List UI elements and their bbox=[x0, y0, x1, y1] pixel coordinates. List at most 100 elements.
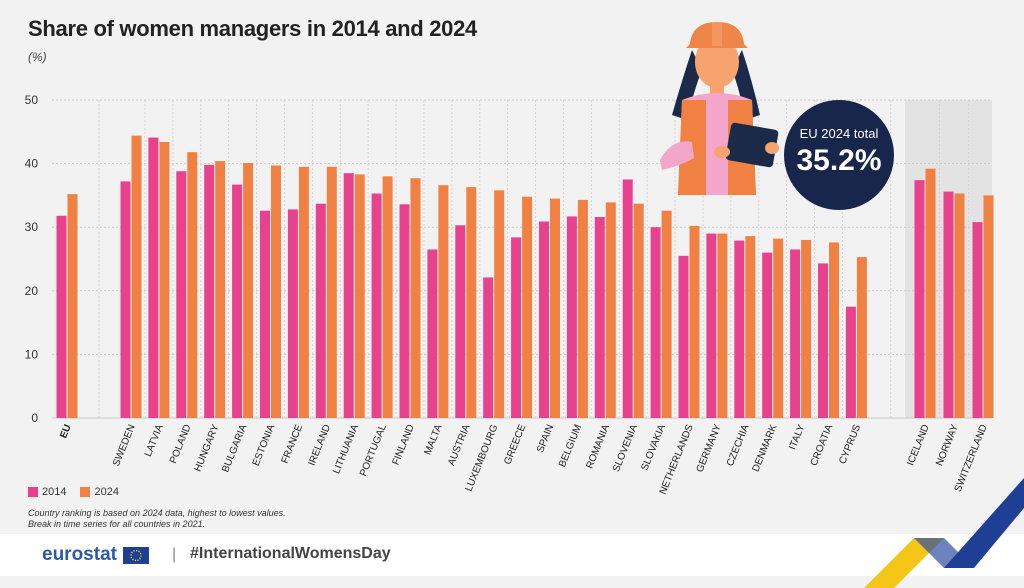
bar-2014-sweden bbox=[120, 181, 131, 418]
eu-flag-icon bbox=[122, 546, 149, 564]
x-tick-label: ESTONIA bbox=[251, 423, 278, 468]
bar-2014-latvia bbox=[148, 137, 159, 419]
bar-2014-slovakia bbox=[650, 227, 661, 418]
legend-swatch-2024 bbox=[80, 487, 91, 497]
x-tick-label: AUSTRIA bbox=[446, 423, 473, 468]
y-tick-label: 40 bbox=[25, 157, 39, 171]
unit-label: (%) bbox=[28, 50, 47, 64]
x-tick-label: SLOVENIA bbox=[611, 423, 640, 474]
bar-2014-ireland bbox=[315, 203, 326, 418]
legend-swatch-2014 bbox=[28, 487, 38, 497]
logo-text: eurostat bbox=[42, 544, 117, 565]
bar-2024-portugal bbox=[382, 176, 393, 418]
legend-item-2014: 2014 bbox=[28, 486, 66, 498]
bar-2014-france bbox=[287, 209, 298, 418]
x-tick-label: POLAND bbox=[168, 423, 194, 465]
bar-2014-cyprus bbox=[845, 306, 856, 418]
badge-label: EU 2024 total bbox=[799, 126, 879, 141]
legend-label-2014: 2014 bbox=[42, 486, 67, 498]
bar-2014-denmark bbox=[762, 252, 773, 418]
x-tick-label: LATVIA bbox=[143, 423, 166, 459]
bar-2014-italy bbox=[790, 249, 801, 418]
legend-item-2024: 2024 bbox=[80, 486, 119, 498]
x-tick-label: CROATIA bbox=[809, 423, 836, 468]
bar-2024-belgium bbox=[577, 199, 588, 418]
bar-2024-hungary bbox=[215, 161, 226, 418]
badge-value: 35.2% bbox=[796, 144, 882, 177]
bar-2024-france bbox=[298, 166, 309, 418]
bar-2014-bulgaria bbox=[232, 184, 243, 418]
x-tick-label: HUNGARY bbox=[193, 423, 222, 474]
footnote-break: Break in time series for all countries i… bbox=[28, 519, 206, 529]
bar-2024-iceland bbox=[925, 168, 936, 418]
bar-2014-lithuania bbox=[343, 173, 354, 418]
x-tick-label: MALTA bbox=[423, 423, 445, 457]
hashtag: #InternationalWomensDay bbox=[190, 545, 391, 562]
x-tick-label: NORWAY bbox=[934, 423, 961, 468]
x-tick-label: GREECE bbox=[502, 423, 528, 467]
bar-2024-romania bbox=[605, 202, 616, 418]
bar-2024-cyprus bbox=[856, 257, 867, 418]
eurostat-logo: eurostat bbox=[42, 544, 149, 566]
woman-engineer-with-tablet-illustration bbox=[660, 22, 779, 195]
y-tick-label: 50 bbox=[25, 93, 39, 107]
bar-2014-belgium bbox=[566, 216, 577, 418]
bar-2014-estonia bbox=[260, 210, 270, 418]
bar-2024-netherlands bbox=[689, 225, 700, 418]
bar-2014-croatia bbox=[818, 263, 828, 418]
bar-2024-sweden bbox=[131, 135, 142, 418]
bar-2024-finland bbox=[410, 178, 421, 418]
diagonal-stripes-decoration bbox=[864, 478, 1024, 588]
y-tick-label: 20 bbox=[25, 284, 39, 298]
bar-2014-luxembourg bbox=[483, 277, 494, 418]
footer: eurostat | #InternationalWomensDay bbox=[0, 478, 1024, 588]
bar-2024-switzerland bbox=[983, 195, 994, 418]
bar-2014-poland bbox=[176, 171, 187, 418]
bar-2024-latvia bbox=[159, 141, 170, 418]
y-tick-label: 10 bbox=[25, 347, 39, 361]
bar-2024-malta bbox=[438, 185, 449, 418]
bar-2024-norway bbox=[954, 193, 965, 418]
bar-2024-luxembourg bbox=[494, 190, 505, 418]
bar-2014-malta bbox=[427, 249, 438, 418]
y-tick-label: 0 bbox=[31, 411, 38, 425]
x-tick-label: LITHUANIA bbox=[331, 423, 361, 476]
bar-2014-greece bbox=[511, 237, 522, 418]
bar-2024-slovakia bbox=[661, 210, 672, 418]
footnote-ranking: Country ranking is based on 2024 data, h… bbox=[28, 508, 286, 518]
bar-2024-ireland bbox=[326, 166, 337, 418]
chart-title: Share of women managers in 2014 and 2024 bbox=[28, 16, 477, 41]
bar-2014-iceland bbox=[914, 180, 925, 418]
x-tick-label: ROMANIA bbox=[584, 423, 612, 471]
bar-2014-netherlands bbox=[678, 255, 689, 418]
bar-2024-spain bbox=[550, 198, 560, 418]
x-tick-label: FRANCE bbox=[280, 423, 306, 466]
bar-2024-poland bbox=[187, 152, 198, 419]
bar-2014-spain bbox=[539, 221, 549, 418]
bar-2024-italy bbox=[801, 239, 812, 418]
bar-2024-austria bbox=[466, 187, 477, 418]
bar-2024-eu bbox=[67, 194, 78, 418]
x-tick-label: IRELAND bbox=[307, 423, 333, 467]
bar-2014-norway bbox=[943, 191, 954, 418]
x-tick-label: SWEDEN bbox=[111, 423, 138, 468]
x-tick-label: FINLAND bbox=[391, 423, 417, 467]
bar-2024-lithuania bbox=[354, 174, 365, 418]
x-tick-label: CZECHIA bbox=[725, 423, 752, 468]
x-tick-label: BELGIUM bbox=[557, 423, 584, 469]
x-tick-label: ITALY bbox=[787, 423, 807, 452]
x-tick-label: PORTUGAL bbox=[358, 423, 389, 478]
bar-2014-eu bbox=[56, 215, 67, 418]
bar-2024-bulgaria bbox=[243, 162, 254, 418]
bar-2014-switzerland bbox=[972, 222, 983, 418]
bar-2014-hungary bbox=[204, 164, 215, 418]
bar-2024-slovenia bbox=[633, 203, 644, 418]
legend: 2014 2024 bbox=[28, 486, 119, 498]
x-tick-label: SLOVAKIA bbox=[639, 423, 668, 473]
bar-2024-croatia bbox=[829, 242, 839, 418]
x-tick-label: BULGARIA bbox=[220, 423, 249, 474]
bar-2024-denmark bbox=[773, 238, 784, 418]
bar-2014-czechia bbox=[734, 240, 745, 418]
x-tick-label: CYPRUS bbox=[837, 423, 863, 466]
